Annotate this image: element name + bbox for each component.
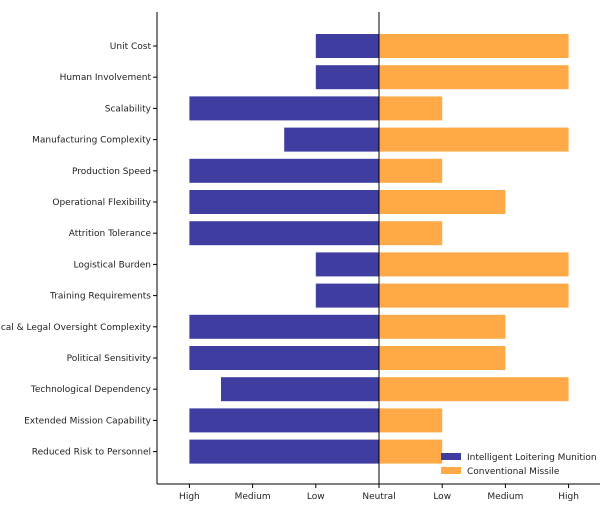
bar-conventional-missile-12: [379, 408, 443, 433]
bar-conventional-missile-4: [379, 158, 443, 183]
x-tick-label: Low: [307, 492, 325, 502]
category-label: Reduced Risk to Personnel: [32, 448, 151, 458]
x-tick-label: Medium: [235, 492, 271, 502]
legend-swatch-loitering-munition: [441, 453, 461, 460]
x-tick-label: Neutral: [362, 492, 395, 502]
category-label: Extended Mission Capability: [24, 416, 152, 426]
bar-loitering-munition-2: [189, 96, 379, 121]
bar-loitering-munition-13: [189, 439, 379, 464]
category-label: Logistical Burden: [74, 260, 152, 270]
category-label: Political Sensitivity: [67, 354, 152, 364]
category-label: Manufacturing Complexity: [32, 136, 152, 146]
legend-swatch-conventional-missile: [441, 467, 461, 474]
category-label: Ethical & Legal Oversight Complexity: [0, 323, 152, 333]
category-label: Human Involvement: [60, 73, 152, 83]
bar-loitering-munition-6: [189, 221, 379, 246]
bar-loitering-munition-1: [315, 65, 379, 90]
bars-layer: [189, 34, 569, 464]
bar-conventional-missile-10: [379, 346, 506, 370]
legend-label: Conventional Missile: [467, 467, 560, 477]
bar-loitering-munition-8: [315, 283, 379, 308]
bar-loitering-munition-12: [189, 408, 379, 433]
bar-loitering-munition-9: [189, 314, 379, 339]
bar-conventional-missile-3: [379, 127, 569, 152]
x-tick-label: Medium: [487, 492, 523, 502]
category-label: Technological Dependency: [30, 385, 152, 395]
category-label: Scalability: [105, 104, 152, 114]
bar-conventional-missile-7: [379, 252, 569, 277]
bar-conventional-missile-6: [379, 221, 443, 246]
x-tick-label: High: [558, 492, 579, 502]
bar-loitering-munition-5: [189, 190, 379, 214]
bar-loitering-munition-0: [315, 34, 379, 58]
bar-loitering-munition-4: [189, 158, 379, 183]
bar-conventional-missile-5: [379, 190, 506, 214]
bar-loitering-munition-3: [284, 127, 379, 152]
bar-conventional-missile-9: [379, 314, 506, 339]
x-tick-labels: High Medium Low Neutral Low Medium High: [179, 492, 579, 502]
category-label: Production Speed: [72, 167, 151, 177]
category-label: Unit Cost: [110, 42, 152, 52]
bar-conventional-missile-2: [379, 96, 443, 121]
category-label: Operational Flexibility: [52, 198, 151, 208]
category-labels: Unit Cost Human Involvement Scalability Man…: [0, 42, 152, 458]
x-tick-label: High: [179, 492, 200, 502]
bar-conventional-missile-8: [379, 283, 569, 308]
category-label: Training Requirements: [49, 292, 151, 302]
bar-conventional-missile-0: [379, 34, 569, 58]
legend: Intelligent Loitering Munition Convention…: [441, 453, 597, 477]
bar-conventional-missile-11: [379, 377, 569, 402]
bar-loitering-munition-11: [221, 377, 379, 402]
bar-loitering-munition-10: [189, 346, 379, 370]
legend-label: Intelligent Loitering Munition: [467, 453, 597, 463]
category-label: Attrition Tolerance: [69, 229, 152, 239]
x-tick-label: Low: [433, 492, 451, 502]
axes-layer: [153, 12, 600, 488]
bar-conventional-missile-1: [379, 65, 569, 90]
bar-loitering-munition-7: [315, 252, 379, 277]
bar-conventional-missile-13: [379, 439, 443, 464]
